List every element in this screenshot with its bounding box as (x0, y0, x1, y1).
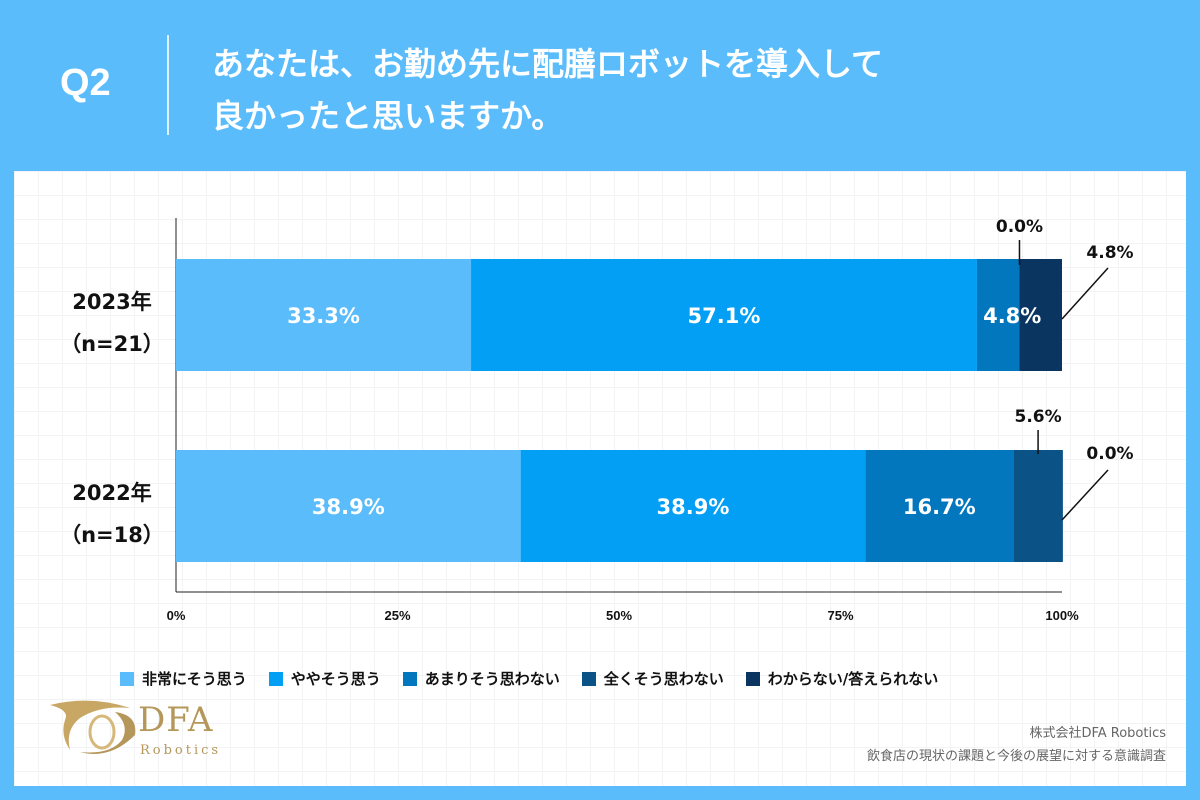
legend-swatch (581, 671, 596, 686)
x-tick-label: 0% (167, 608, 186, 623)
x-tick-label: 25% (384, 608, 410, 623)
bar-segment (865, 450, 1014, 562)
bar-segment (176, 450, 521, 562)
data-label-callout: 0.0% (996, 217, 1043, 237)
callout-line (1061, 267, 1109, 320)
x-tick-label: 100% (1045, 608, 1079, 623)
data-label: 16.7% (903, 495, 976, 519)
logo-name: DFA (138, 700, 214, 740)
bar-segment (1013, 450, 1063, 562)
data-label-callout: 5.6% (1014, 407, 1061, 427)
question-title-line2: 良かったと思いますか。 (212, 97, 564, 135)
bar-segment (1019, 259, 1062, 371)
header-divider (167, 35, 169, 135)
legend-swatch (402, 671, 417, 686)
source-credit: 株式会社DFA Robotics 飲食店の現状の課題と今後の展望に対する意識調査 (867, 722, 1166, 768)
legend-item: 全くそう思わない (581, 668, 724, 689)
legend-label: あまりそう思わない (424, 670, 560, 688)
data-label: 33.3% (287, 304, 360, 328)
legend-label: わからない/答えられない (767, 670, 939, 688)
legend-swatch (120, 671, 134, 686)
legend-swatch (268, 671, 283, 686)
logo-subtitle: Robotics (140, 743, 222, 758)
data-label: 38.9% (312, 495, 385, 519)
bar-segment (176, 259, 472, 371)
data-label-callout: 0.0% (1086, 444, 1133, 464)
legend-item: ややそう思う (268, 668, 381, 689)
question-number: Q2 (60, 62, 111, 104)
question-title: あなたは、お勤め先に配膳ロボットを導入して 良かったと思いますか。 (212, 38, 1112, 142)
legend-swatch (745, 671, 760, 686)
category-label-n: （n=18） (60, 523, 164, 547)
bar-segment (976, 259, 1020, 371)
category-label: 2023年 (72, 290, 151, 314)
bar-segment (520, 450, 866, 562)
legend-label: 全くそう思わない (603, 670, 724, 688)
data-label: 57.1% (688, 304, 761, 328)
source-survey: 飲食店の現状の課題と今後の展望に対する意識調査 (866, 749, 1166, 764)
x-tick-label: 50% (606, 608, 632, 623)
legend-label: 非常にそう思う (142, 670, 247, 688)
category-label: 2022年 (72, 481, 151, 505)
data-label: 4.8% (983, 304, 1041, 328)
legend-item: 非常にそう思う (120, 668, 247, 689)
data-label-callout: 4.8% (1086, 243, 1133, 263)
dfa-robotics-logo (50, 700, 136, 754)
source-company: 株式会社DFA Robotics (1029, 726, 1166, 741)
callout-line (1061, 469, 1109, 521)
question-title-line1: あなたは、お勤め先に配膳ロボットを導入して (212, 45, 884, 83)
legend-item: あまりそう思わない (402, 668, 560, 689)
chart-legend: 非常にそう思う ややそう思う あまりそう思わない 全くそう思わない わからない/答えられ… (120, 668, 938, 689)
bar-segment (471, 259, 977, 371)
legend-item: わからない/答えられない (745, 668, 939, 689)
data-label: 38.9% (657, 495, 730, 519)
x-tick-label: 75% (827, 608, 853, 623)
category-label-n: （n=21） (60, 332, 164, 356)
legend-label: ややそう思う (290, 670, 381, 688)
